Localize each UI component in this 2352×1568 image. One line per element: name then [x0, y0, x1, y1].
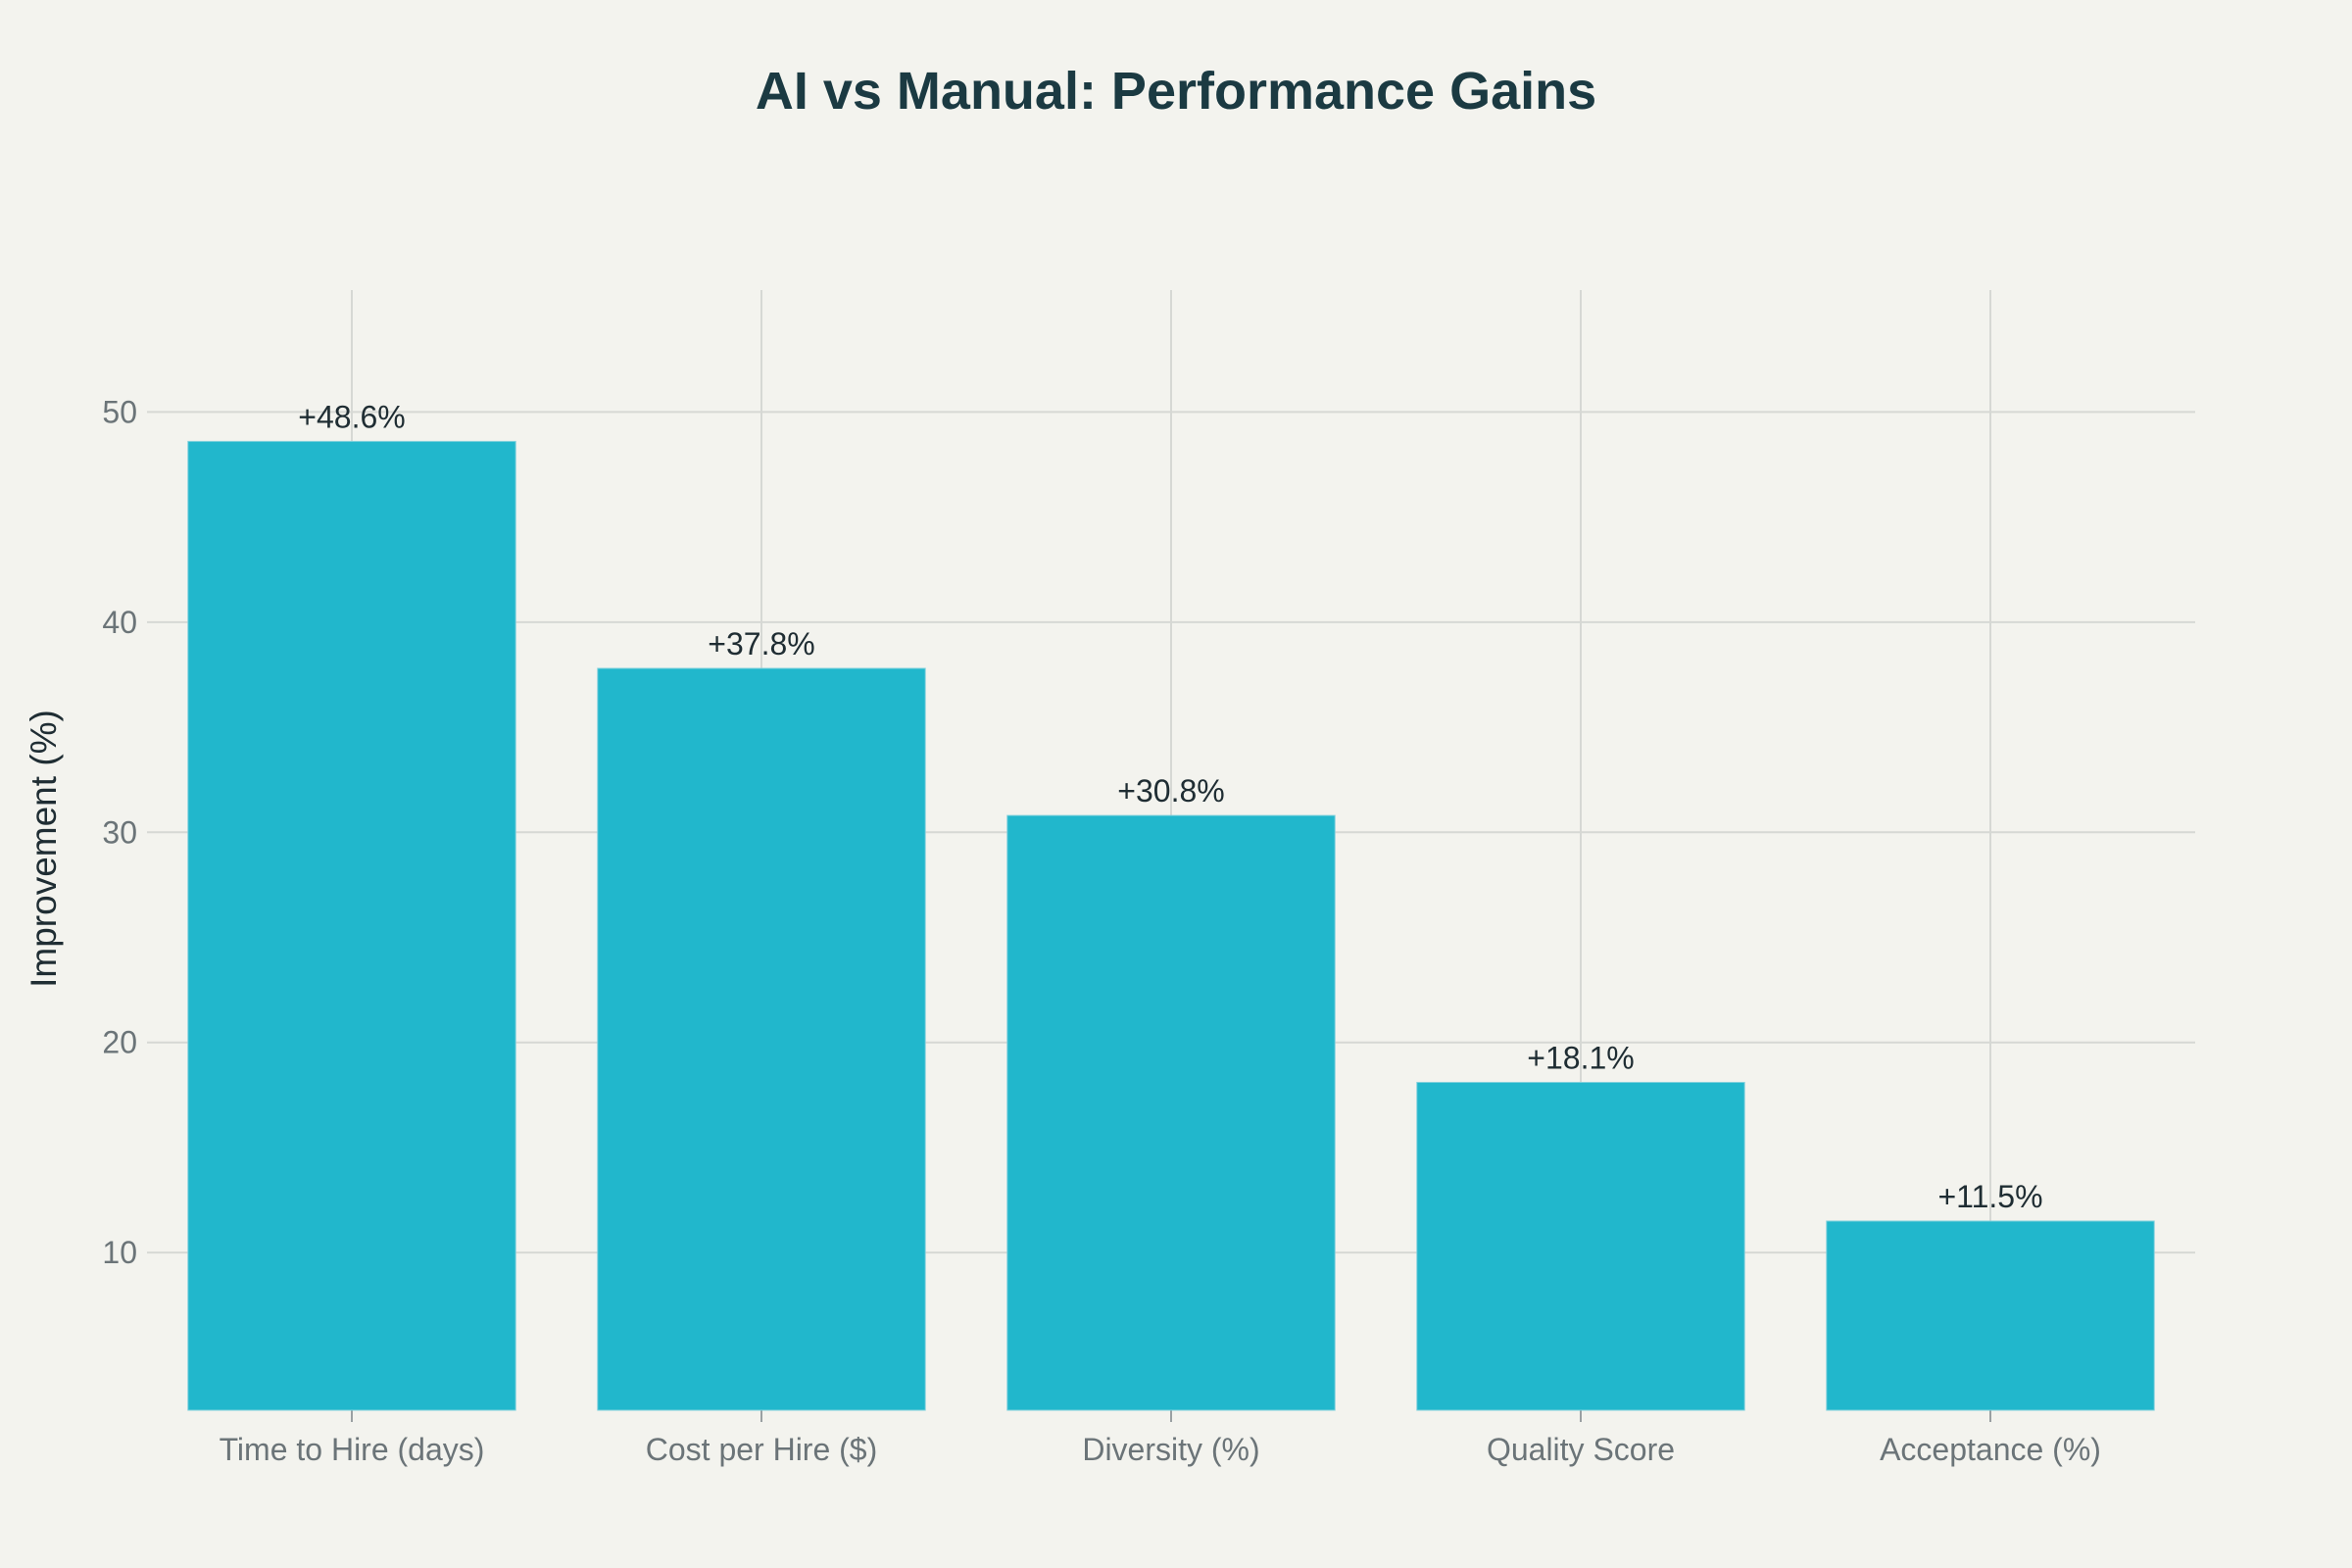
- x-tick-label: Diversity (%): [1082, 1432, 1259, 1467]
- bar: [597, 667, 926, 1411]
- bar: [1416, 1081, 1745, 1411]
- bar-value-label: +30.8%: [1117, 773, 1224, 808]
- y-tick-label: 40: [102, 605, 137, 640]
- y-tick-label: 10: [102, 1235, 137, 1270]
- bar-value-label: +11.5%: [1937, 1179, 2042, 1214]
- y-tick-label: 50: [102, 394, 137, 429]
- label-layer: 10 20 30 40 50 +48.6% Time to Hire (days) +37.8…: [102, 394, 2101, 1467]
- y-tick-label: 30: [102, 814, 137, 850]
- x-tick-label: Acceptance (%): [1880, 1432, 2101, 1467]
- bar-layer: [187, 440, 2155, 1411]
- bar: [187, 440, 516, 1411]
- x-tick-label: Quality Score: [1487, 1432, 1675, 1467]
- bar: [1006, 814, 1336, 1411]
- bar-value-label: +48.6%: [298, 399, 405, 434]
- bar-value-label: +18.1%: [1527, 1040, 1634, 1075]
- bar-value-label: +37.8%: [708, 626, 814, 662]
- chart-title: AI vs Manual: Performance Gains: [755, 62, 1597, 121]
- x-tick-label: Time to Hire (days): [220, 1432, 485, 1467]
- x-tick-label: Cost per Hire ($): [646, 1432, 878, 1467]
- bar: [1826, 1220, 2155, 1411]
- y-tick-label: 20: [102, 1025, 137, 1060]
